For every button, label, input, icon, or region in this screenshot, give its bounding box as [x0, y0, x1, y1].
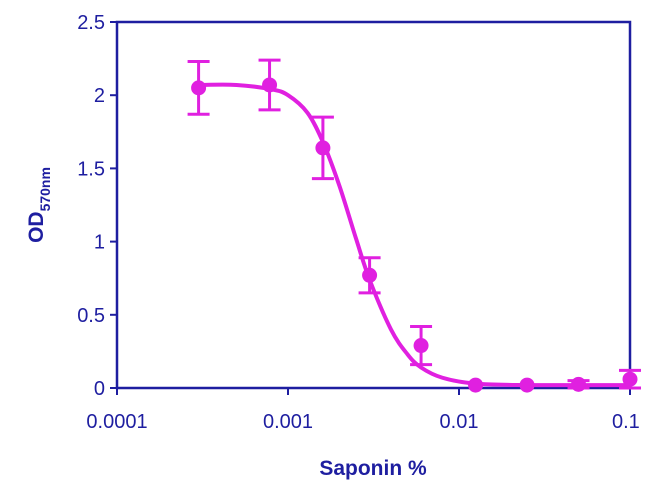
y-tick-label: 0.5: [77, 305, 105, 327]
data-point: [519, 377, 535, 393]
data-point: [315, 140, 331, 156]
y-tick-label: 1: [94, 232, 105, 254]
y-axis-title: OD570nm: [25, 167, 53, 243]
y-axis-ticks: 0 0.5 1 1.5 2 2.5: [77, 12, 117, 400]
data-point: [468, 377, 484, 393]
x-tick-label: 0.001: [263, 411, 313, 433]
y-tick-label: 0: [94, 378, 105, 400]
y-tick-label: 1.5: [77, 158, 105, 180]
data-point: [362, 267, 378, 283]
data-point: [262, 77, 278, 93]
data-point: [571, 376, 587, 392]
data-point: [413, 338, 429, 354]
plot-area-frame: [115, 20, 632, 390]
data-points: [191, 77, 638, 393]
x-tick-label: 0.01: [440, 411, 479, 433]
x-axis-ticks: 0.0001 0.001 0.01 0.1: [86, 388, 640, 433]
y-axis-title-subscript: 570nm: [37, 167, 53, 211]
y-tick-label: 2.5: [77, 12, 105, 34]
fit-curve-line: [198, 82, 630, 388]
x-axis-title: Saponin %: [319, 457, 427, 480]
x-tick-label: 0.1: [612, 411, 640, 433]
data-point: [622, 371, 638, 387]
x-tick-label: 0.0001: [86, 411, 147, 433]
y-tick-label: 2: [94, 85, 105, 107]
y-axis-title-main: OD: [25, 211, 48, 243]
error-bars: [187, 58, 641, 390]
data-point: [191, 80, 207, 96]
